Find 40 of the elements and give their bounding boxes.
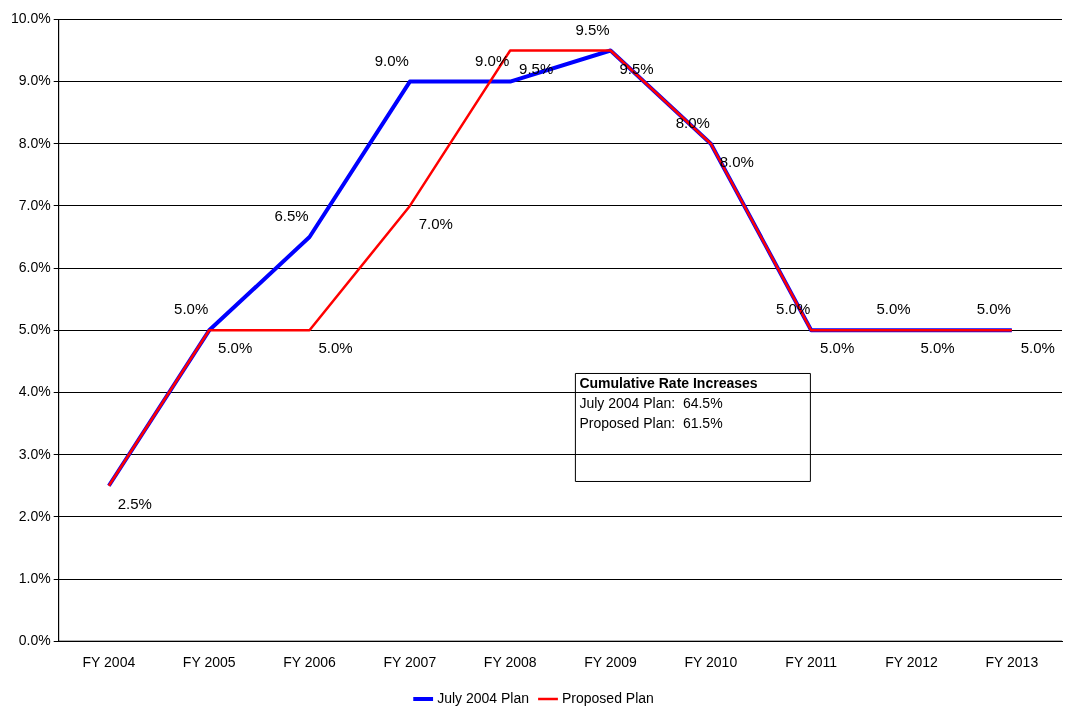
y-tick-label: 3.0% (18, 445, 51, 462)
legend-label: Proposed Plan (562, 689, 654, 706)
x-tick-label: FY 2004 (82, 654, 136, 671)
x-tick-label: FY 2011 (785, 654, 838, 671)
x-tick-label: FY 2009 (584, 654, 638, 671)
data-label: 5.0% (820, 339, 855, 357)
x-tick-label: FY 2012 (885, 654, 939, 671)
x-tick-label: FY 2010 (684, 654, 738, 671)
annotation: Proposed Plan: 61.5% (579, 415, 723, 432)
legend-label: July 2004 Plan (437, 689, 529, 706)
data-label: 2.5% (117, 494, 152, 512)
annotation: Cumulative Rate Increases (579, 375, 758, 392)
x-tick-label: FY 2005 (182, 654, 236, 671)
y-tick-label: 0.0% (18, 632, 51, 649)
y-tick-label: 4.0% (18, 383, 51, 400)
y-tick-label: 5.0% (18, 321, 51, 338)
y-tick-label: 6.0% (18, 258, 51, 275)
y-tick-label: 1.0% (18, 569, 51, 586)
data-label: 6.5% (274, 207, 309, 225)
data-label: 5.0% (920, 339, 955, 357)
y-tick-label: 8.0% (18, 134, 51, 151)
x-tick-label: FY 2006 (283, 654, 337, 671)
data-label: 9.0% (374, 51, 409, 69)
data-label: 5.0% (1020, 339, 1055, 357)
data-label: 5.0% (976, 300, 1011, 318)
y-tick-label: 7.0% (18, 196, 51, 213)
x-tick-label: FY 2007 (383, 654, 437, 671)
data-label: 5.0% (318, 339, 353, 357)
data-label: 9.5% (519, 59, 554, 77)
y-tick-label: 10.0% (10, 10, 51, 27)
data-label: 7.0% (418, 215, 453, 233)
annotation: July 2004 Plan: 64.5% (579, 395, 723, 412)
y-tick-label: 2.0% (18, 507, 51, 524)
data-label: 5.0% (218, 339, 253, 357)
data-label: 5.0% (174, 300, 209, 318)
data-label: 9.5% (575, 20, 610, 38)
x-tick-label: FY 2013 (985, 654, 1039, 671)
data-label: 5.0% (876, 300, 911, 318)
x-tick-label: FY 2008 (483, 654, 537, 671)
y-tick-label: 9.0% (18, 72, 51, 89)
